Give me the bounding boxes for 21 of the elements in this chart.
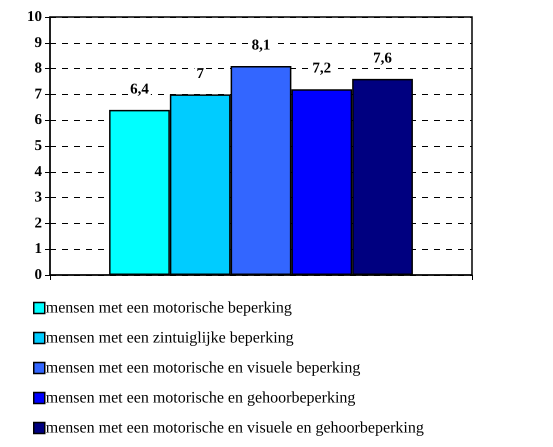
- data-label: 7,6: [373, 50, 392, 66]
- y-tick-label: 2: [34, 215, 42, 232]
- data-label: 6,4: [130, 81, 150, 98]
- legend-label: mensen met een motorische beperking: [46, 300, 292, 316]
- data-label: 8,1: [252, 38, 270, 54]
- y-tick-label: 5: [34, 138, 42, 154]
- y-tick-label: 10: [27, 9, 42, 25]
- legend-label: mensen met een motorische en gehoorbeperking: [46, 390, 356, 406]
- y-tick-label: 4: [34, 164, 42, 180]
- y-tick-label: 0: [34, 267, 42, 283]
- y-tick-label: 1: [34, 241, 42, 258]
- y-tick-label: 3: [34, 190, 42, 206]
- y-tick-label: 8: [34, 60, 42, 77]
- legend-label: mensen met een motorische en visuele beperking: [46, 360, 360, 376]
- y-tick-label: 9: [34, 34, 42, 51]
- legend-label: mensen met een zintuiglijke beperking: [46, 330, 294, 346]
- y-tick-label: 7: [34, 86, 42, 102]
- legend-label: mensen met een motorische en visuele en gehoorbeperking: [46, 420, 424, 436]
- data-label: 7: [196, 66, 204, 82]
- data-label: 7,2: [312, 60, 332, 77]
- y-tick-label: 6: [34, 112, 42, 128]
